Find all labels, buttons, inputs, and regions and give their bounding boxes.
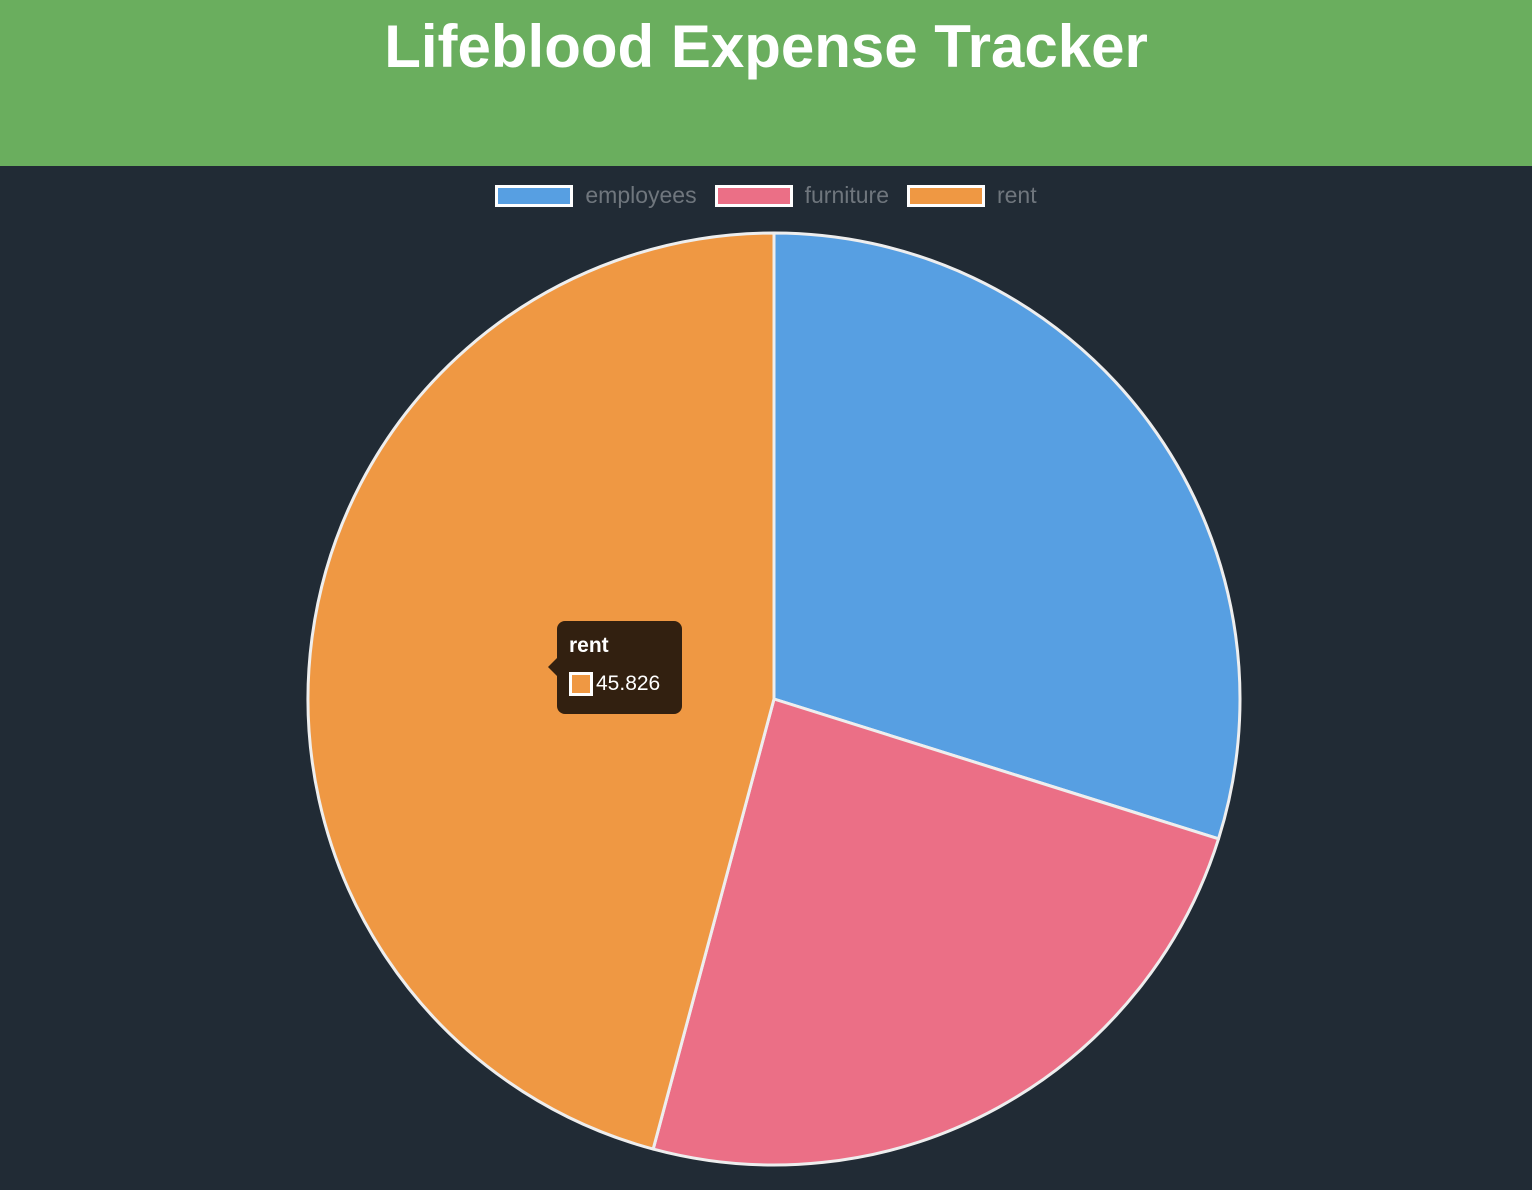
legend-item-rent[interactable]: rent — [906, 182, 1037, 209]
legend-item-employees[interactable]: employees — [495, 182, 697, 209]
tooltip-color-swatch — [569, 672, 593, 696]
pie-chart-area: employees furniture rent rent 45.826 — [0, 166, 1532, 1190]
chart-tooltip: rent 45.826 — [548, 621, 682, 714]
pie-slice-employees[interactable] — [772, 231, 1242, 841]
legend-swatch-furniture — [714, 184, 793, 207]
legend-swatch-employees — [495, 184, 574, 207]
pie-slice-furniture[interactable] — [651, 697, 1221, 1167]
legend-label-rent: rent — [996, 182, 1037, 208]
pie-slice-rent[interactable] — [306, 231, 776, 1151]
legend-label-employees: employees — [585, 182, 697, 208]
tooltip-title: rent — [569, 634, 609, 657]
legend-swatch-rent — [906, 184, 985, 207]
tooltip-value: 45.826 — [596, 672, 661, 695]
legend-item-furniture[interactable]: furniture — [714, 182, 889, 209]
header-bar: Lifeblood Expense Tracker — [0, 0, 1532, 166]
chart-legend: employees furniture rent — [0, 182, 1532, 209]
legend-label-furniture: furniture — [804, 182, 889, 208]
tooltip-row: 45.826 — [569, 672, 682, 696]
page-title: Lifeblood Expense Tracker — [384, 13, 1148, 80]
pie-chart — [306, 231, 1242, 1167]
